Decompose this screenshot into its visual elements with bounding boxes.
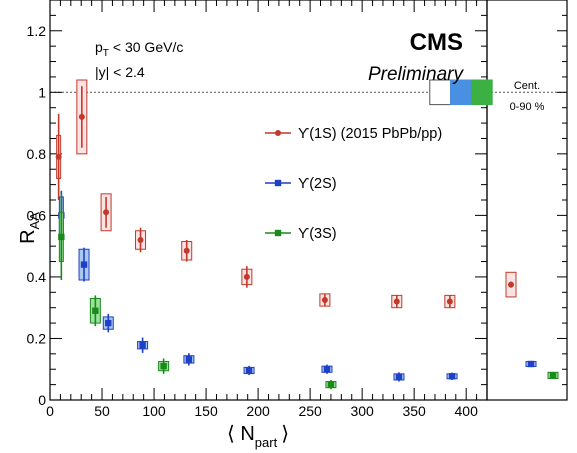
legend-label: ϒ(1S) (2015 PbPb/pp) xyxy=(298,126,442,142)
global-uncertainty-boxes xyxy=(429,79,493,106)
data-point xyxy=(92,307,99,314)
pt-cut-label: pT < 30 GeV/c xyxy=(95,39,183,59)
data-point xyxy=(55,153,62,160)
data-point xyxy=(549,372,557,379)
data-marks xyxy=(55,79,559,390)
series-group xyxy=(58,190,537,382)
y-tick-label: 1 xyxy=(38,84,46,100)
legend-marker xyxy=(274,179,282,187)
preliminary-label: Preliminary xyxy=(368,64,465,85)
data-point xyxy=(527,360,535,368)
pt-cut-prefix: p xyxy=(95,39,103,55)
x-tick-label: 400 xyxy=(455,403,479,419)
x-tick-label: 100 xyxy=(142,403,166,419)
x-axis-label-sub: part xyxy=(255,435,278,450)
data-point xyxy=(395,373,403,381)
y-axis-label-sub: AA xyxy=(27,212,42,230)
legend-label: ϒ(2S) xyxy=(298,176,337,192)
y-tick-label: 0 xyxy=(38,392,46,408)
rapidity-label: |y| < 2.4 xyxy=(95,64,145,80)
cent-title: Cent. xyxy=(514,80,540,92)
data-point xyxy=(245,367,253,374)
data-point xyxy=(160,362,167,370)
global-uncertainty-box xyxy=(470,79,493,106)
data-point xyxy=(78,113,85,120)
y-axis-label: RAA xyxy=(17,212,42,244)
legend-marker xyxy=(275,130,281,136)
series-group xyxy=(55,79,517,309)
y-tick-label: 0.6 xyxy=(27,207,47,223)
data-point xyxy=(137,237,144,243)
x-tick-label: 0 xyxy=(46,403,54,419)
integrated-panel-frame xyxy=(486,0,568,401)
main-plot-frame xyxy=(49,0,488,401)
legend-label: ϒ(3S) xyxy=(298,226,337,242)
legend-marker xyxy=(274,229,282,237)
y-tick-label: 0.8 xyxy=(27,146,47,162)
y-tick-label: 0.2 xyxy=(27,330,47,346)
data-point xyxy=(58,233,65,241)
x-tick-label: 250 xyxy=(298,403,322,419)
data-point xyxy=(508,281,514,288)
data-point xyxy=(448,373,456,380)
x-tick-label: 300 xyxy=(350,403,374,419)
data-point xyxy=(185,356,193,363)
legend: ϒ(1S) (2015 PbPb/pp) ϒ(2S) ϒ(3S) xyxy=(265,126,442,242)
cent-range: 0-90 % xyxy=(510,101,545,113)
x-tick-label: 150 xyxy=(194,403,218,419)
data-point xyxy=(323,366,331,373)
data-point xyxy=(393,298,400,305)
data-point xyxy=(80,261,88,268)
series-group xyxy=(58,193,559,390)
x-axis-label: ⟨ Npart ⟩ xyxy=(227,423,289,450)
y-tick-label: 1.2 xyxy=(27,23,47,39)
data-point xyxy=(243,273,250,280)
x-tick-label: 50 xyxy=(94,403,110,419)
x-tick-label: 200 xyxy=(246,403,270,419)
pt-cut-sub: T xyxy=(103,48,109,59)
data-point xyxy=(139,342,146,349)
data-point xyxy=(446,298,453,305)
cms-label: CMS xyxy=(410,29,463,56)
data-point xyxy=(321,297,328,303)
y-axis-label-main: R xyxy=(17,229,39,243)
x-tick-label: 350 xyxy=(402,403,426,419)
axes: 0 50 100 150 200 250 300 350 400 0 0.2 0.4 0.6 0.8 1 1.… xyxy=(27,0,567,419)
y-tick-label: 0.4 xyxy=(27,269,47,285)
data-point xyxy=(103,209,110,216)
x-axis-label-main: ⟨ N xyxy=(227,423,255,445)
data-point xyxy=(105,319,112,327)
pt-cut-suffix: < 30 GeV/c xyxy=(113,39,183,55)
data-point xyxy=(183,247,190,254)
x-axis-label-close: ⟩ xyxy=(281,423,289,445)
data-point xyxy=(327,381,335,388)
